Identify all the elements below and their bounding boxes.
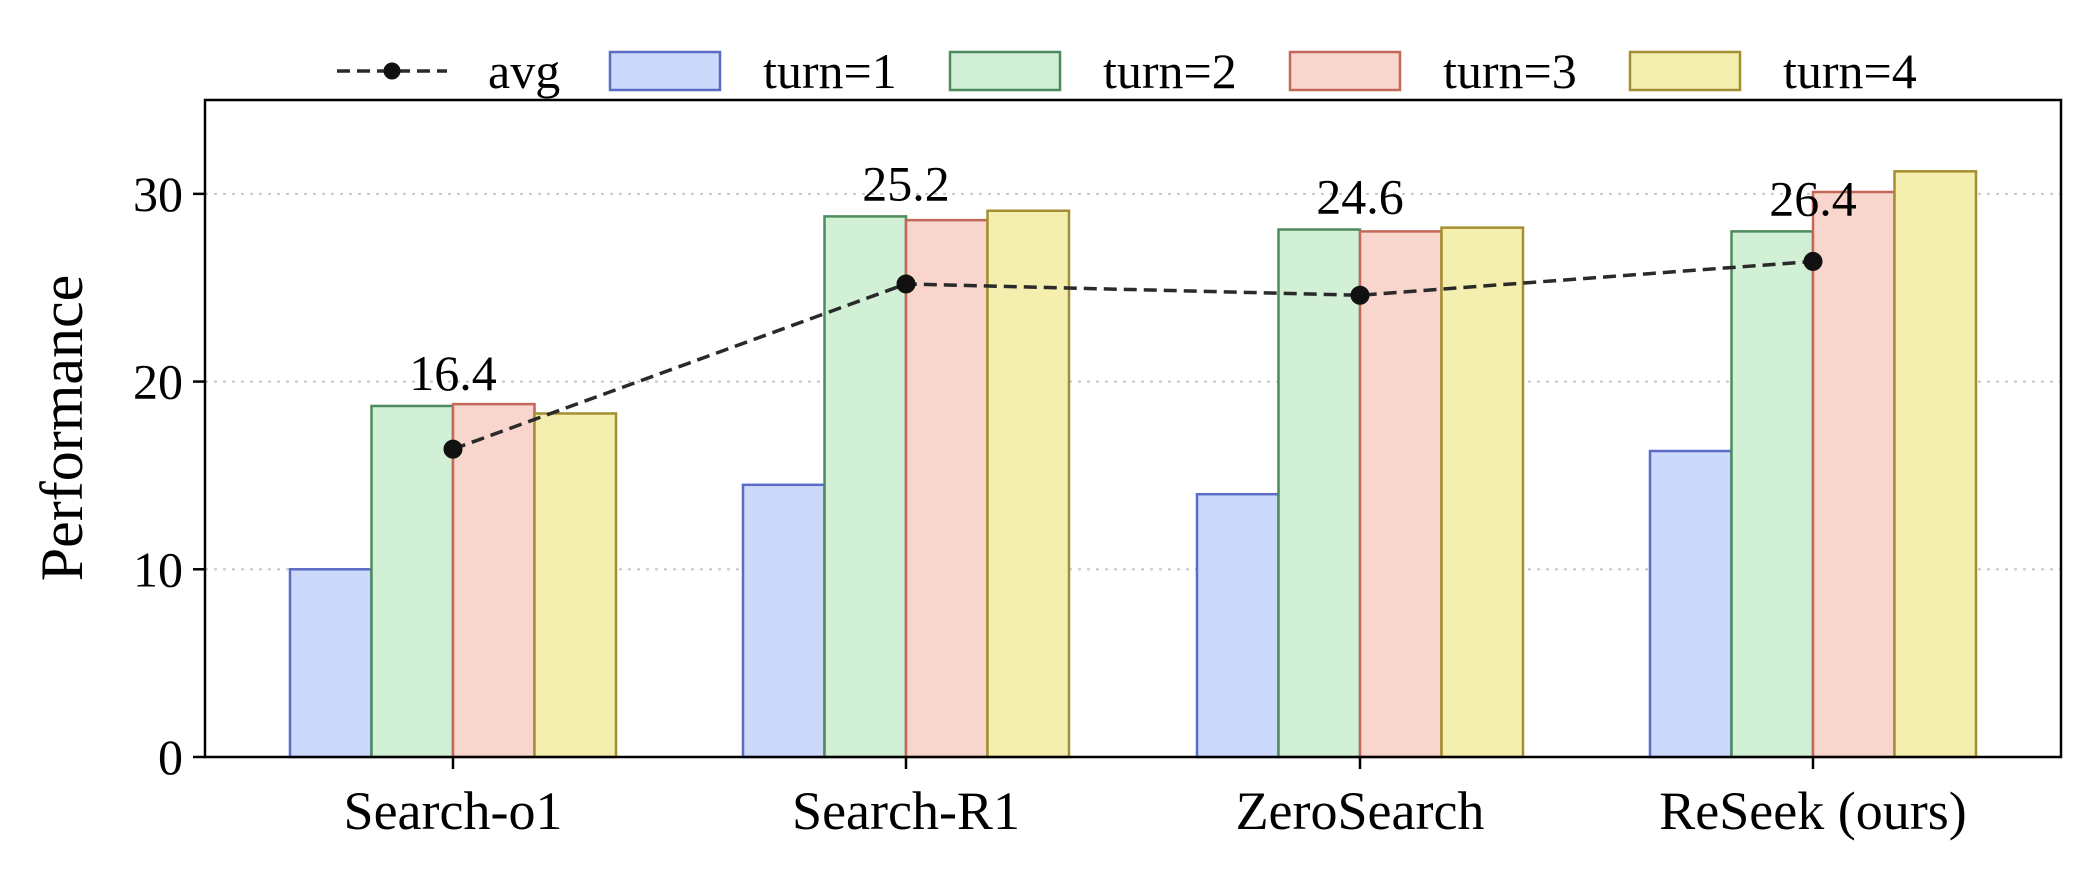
y-tick-label: 30	[133, 166, 183, 222]
y-axis: 0 10 20 30	[133, 166, 205, 785]
bar-turn-2-3	[1730, 230, 1815, 759]
bar-turn-1-1	[741, 483, 826, 759]
bar-turn-4-2	[1440, 226, 1525, 759]
avg-label: 24.6	[1316, 169, 1404, 225]
avg-label: 26.4	[1769, 170, 1857, 226]
bar-turn-4-0	[533, 412, 618, 759]
x-axis: Search-o1 Search-R1 ZeroSearch ReSeek (ours…	[344, 757, 1967, 841]
bar-turn-1-2	[1195, 492, 1280, 759]
bar-turn-2-2	[1277, 228, 1362, 759]
bar-turn-2-0	[370, 404, 455, 759]
bar-turn-3-3	[1811, 190, 1896, 759]
x-tick-label: Search-R1	[792, 781, 1020, 841]
bar-turn-4-1	[986, 209, 1071, 759]
legend-label-turn-2: turn=2	[1103, 43, 1237, 99]
bar-turn-3-2	[1358, 230, 1443, 759]
legend-swatch-turn-3	[1288, 50, 1402, 92]
avg-point	[1803, 251, 1823, 271]
avg-point	[1350, 285, 1370, 305]
avg-labels: 16.4 25.2 24.6 26.4	[409, 155, 1857, 401]
x-tick-label: ReSeek (ours)	[1659, 781, 1966, 841]
legend-label-turn-3: turn=3	[1443, 43, 1577, 99]
x-tick-label: ZeroSearch	[1236, 781, 1485, 841]
bar-turn-3-0	[451, 402, 536, 759]
avg-label: 25.2	[862, 155, 950, 211]
avg-label: 16.4	[409, 345, 497, 401]
bar-turn-3-1	[904, 218, 989, 759]
avg-line-path	[452, 259, 1814, 451]
bar-turn-4-3	[1893, 170, 1978, 759]
avg-point	[896, 274, 916, 294]
bars	[288, 170, 1978, 759]
avg-line	[443, 251, 1823, 459]
avg-point	[443, 439, 463, 459]
plot-frame	[203, 98, 2063, 759]
y-tick-label: 0	[158, 729, 183, 785]
legend-avg-marker	[383, 62, 401, 80]
legend-label-turn-4: turn=4	[1783, 43, 1917, 99]
x-tick-label: Search-o1	[344, 781, 563, 841]
y-tick-label: 20	[133, 354, 183, 410]
legend: avg turn=1 turn=2 turn=3 turn=4	[337, 43, 1917, 99]
bar-turn-2-1	[823, 215, 908, 759]
y-tick-label: 10	[133, 541, 183, 597]
legend-swatch-turn-2	[948, 50, 1062, 92]
bar-turn-1-0	[288, 568, 373, 759]
legend-swatch-turn-4	[1628, 50, 1742, 92]
gridlines	[205, 192, 2061, 571]
legend-swatch-turn-1	[608, 50, 722, 92]
legend-label-avg: avg	[488, 43, 560, 99]
bar-turn-1-3	[1648, 449, 1733, 759]
legend-label-turn-1: turn=1	[763, 43, 897, 99]
y-axis-label: Performance	[29, 275, 95, 582]
